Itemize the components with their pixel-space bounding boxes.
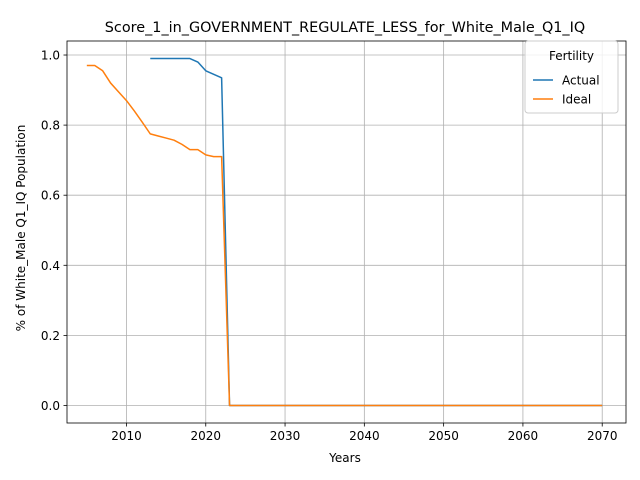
legend-title: Fertility: [549, 49, 594, 63]
plot-frame: [66, 40, 627, 424]
series-line-ideal: [86, 64, 603, 407]
legend-label-actual: Actual: [562, 74, 600, 88]
x-tick-label: 2050: [428, 429, 459, 443]
grid-lines: [67, 41, 626, 423]
x-tick-label: 2020: [190, 429, 221, 443]
series-lines: [86, 57, 603, 407]
legend-items: Actual Ideal: [533, 74, 600, 107]
y-axis-ticks: 0.0 0.2 0.4 0.6 0.8 1.0: [41, 49, 67, 413]
x-tick-label: 2060: [508, 429, 539, 443]
x-tick-label: 2070: [587, 429, 618, 443]
y-tick-label: 0.2: [41, 329, 60, 343]
x-tick-label: 2010: [111, 429, 142, 443]
y-tick-label: 0.0: [41, 399, 60, 413]
x-tick-label: 2040: [349, 429, 380, 443]
x-axis-ticks: 2010 2020 2030 2040 2050 2060 2070: [111, 423, 617, 443]
y-axis-label: % of White_Male Q1_IQ Population: [14, 125, 28, 332]
x-axis-label: Years: [328, 451, 361, 465]
x-tick-label: 2030: [270, 429, 301, 443]
y-tick-label: 1.0: [41, 49, 60, 63]
chart-title: Score_1_in_GOVERNMENT_REGULATE_LESS_for_…: [105, 20, 585, 36]
legend: Fertility Actual Ideal: [524, 40, 619, 114]
y-tick-label: 0.4: [41, 259, 60, 273]
legend-label-ideal: Ideal: [562, 93, 591, 107]
y-tick-label: 0.6: [41, 189, 60, 203]
legend-box: [524, 40, 619, 114]
y-tick-label: 0.8: [41, 119, 60, 133]
